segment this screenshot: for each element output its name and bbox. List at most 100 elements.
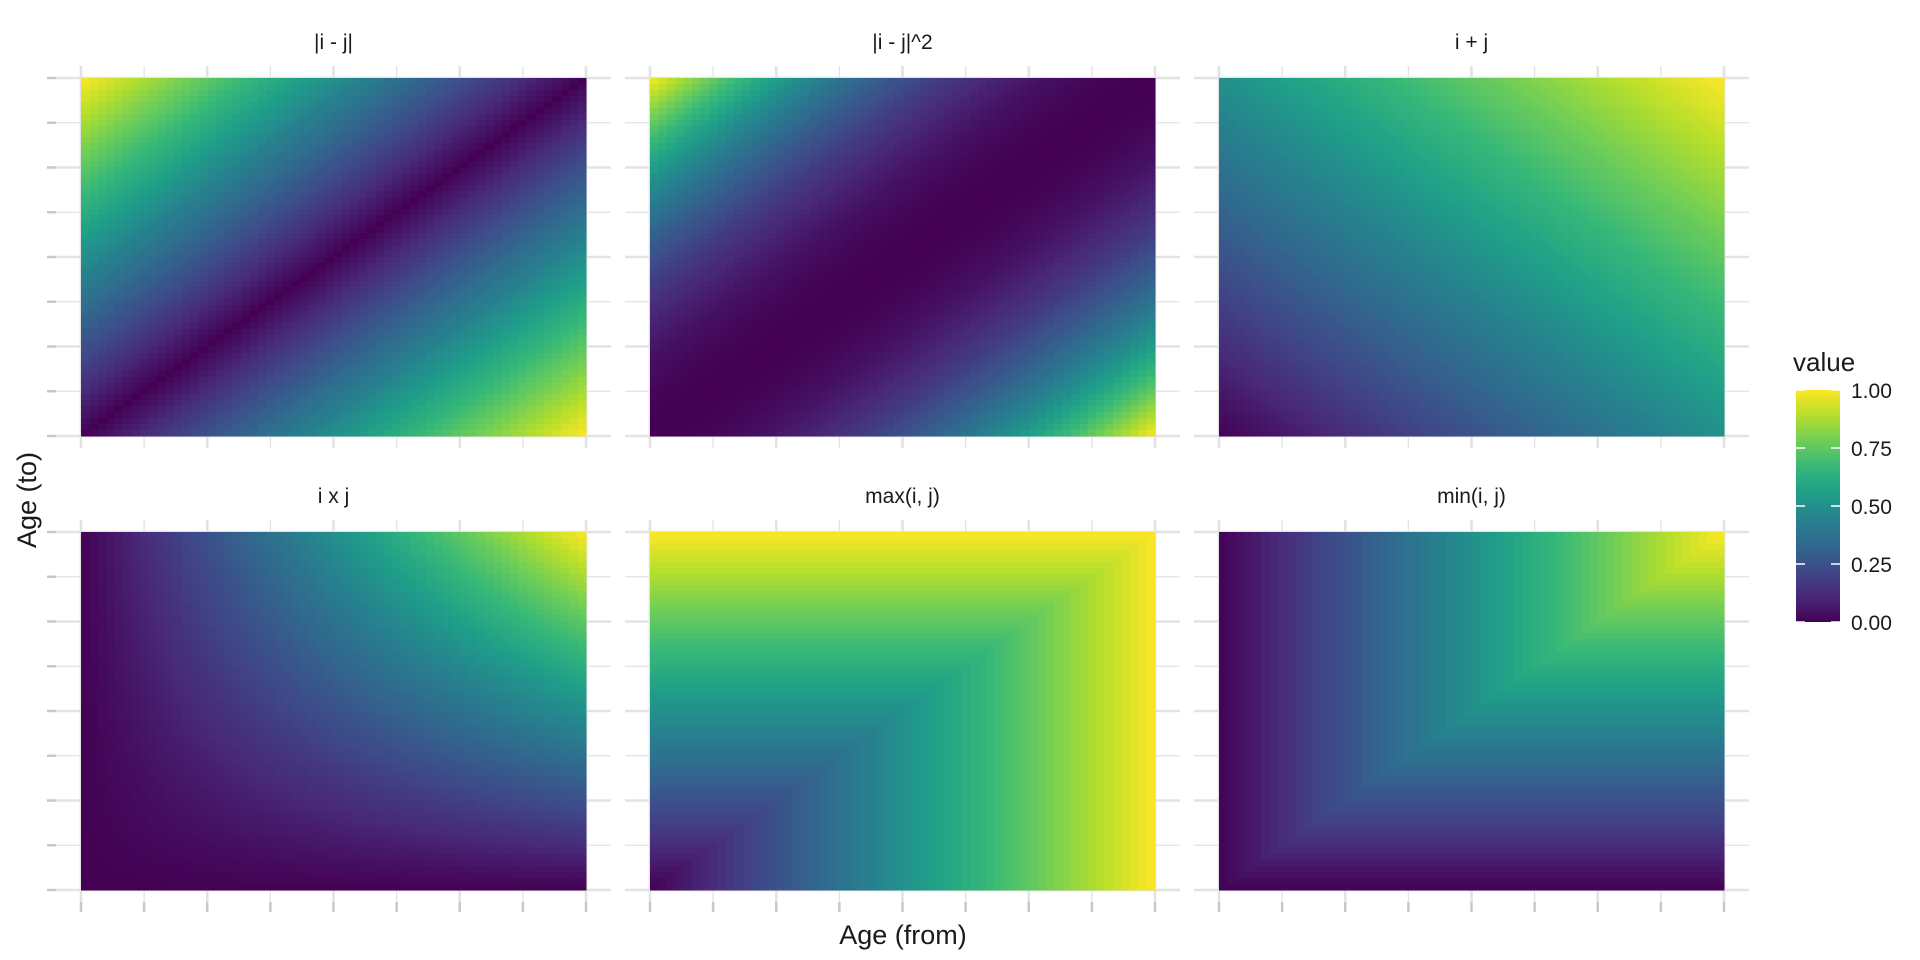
heatmap-cell	[552, 221, 561, 228]
heatmap-cell	[810, 341, 819, 348]
heatmap-cell	[443, 263, 452, 270]
heatmap-cell	[510, 341, 519, 348]
heatmap-cell	[165, 78, 174, 85]
heatmap-cell	[650, 108, 659, 115]
heatmap-cell	[258, 358, 267, 365]
heatmap-cell	[768, 418, 777, 425]
heatmap-cell	[536, 179, 545, 186]
heatmap-cell	[283, 358, 292, 365]
heatmap-cell	[291, 239, 300, 246]
heatmap-cell	[502, 287, 511, 294]
heatmap-cell	[460, 162, 469, 169]
heatmap-cell	[658, 233, 667, 240]
heatmap-cell	[182, 347, 191, 354]
heatmap-cell	[98, 418, 107, 425]
heatmap-cell	[291, 185, 300, 192]
heatmap-cell	[81, 197, 90, 204]
heatmap-cell	[115, 245, 124, 252]
heatmap-cell	[266, 215, 275, 222]
heatmap-cell	[401, 287, 410, 294]
heatmap-cell	[342, 430, 351, 437]
heatmap-cell	[578, 221, 587, 228]
heatmap-cell	[148, 299, 157, 306]
heatmap-cell	[308, 245, 317, 252]
heatmap-cell	[793, 341, 802, 348]
heatmap-cell	[692, 311, 701, 318]
heatmap-cell	[759, 144, 768, 151]
heatmap-cell	[199, 311, 208, 318]
heatmap-cell	[350, 191, 359, 198]
heatmap-cell	[199, 78, 208, 85]
heatmap-cell	[283, 275, 292, 282]
heatmap-cell	[376, 126, 385, 133]
heatmap-cell	[409, 275, 418, 282]
heatmap-cell	[701, 424, 710, 431]
heatmap-cell	[376, 114, 385, 121]
heatmap-cell	[776, 329, 785, 336]
heatmap-cell	[510, 84, 519, 91]
heatmap-cell	[717, 370, 726, 377]
heatmap-cell	[561, 203, 570, 210]
heatmap-cell	[317, 108, 326, 115]
heatmap-cell	[266, 114, 275, 121]
heatmap-cell	[544, 376, 553, 383]
heatmap-cell	[578, 275, 587, 282]
heatmap-cell	[401, 305, 410, 312]
heatmap-cell	[148, 293, 157, 300]
heatmap-cell	[115, 227, 124, 234]
heatmap-cell	[98, 173, 107, 180]
heatmap-cell	[384, 347, 393, 354]
heatmap-cell	[367, 156, 376, 163]
heatmap-cell	[334, 287, 343, 294]
heatmap-cell	[717, 114, 726, 121]
heatmap-cell	[477, 78, 486, 85]
heatmap-cell	[502, 412, 511, 419]
heatmap-cell	[283, 370, 292, 377]
heatmap-cell	[561, 358, 570, 365]
heatmap-cell	[751, 335, 760, 342]
heatmap-cell	[115, 168, 124, 175]
heatmap-cell	[376, 90, 385, 97]
heatmap-cell	[123, 156, 132, 163]
heatmap-cell	[684, 197, 693, 204]
heatmap-cell	[132, 179, 141, 186]
heatmap-cell	[493, 162, 502, 169]
heatmap-cell	[658, 150, 667, 157]
heatmap-cell	[132, 347, 141, 354]
heatmap-cell	[148, 382, 157, 389]
heatmap-cell	[266, 173, 275, 180]
heatmap-cell	[684, 227, 693, 234]
heatmap-cell	[759, 305, 768, 312]
heatmap-cell	[174, 150, 183, 157]
heatmap-cell	[418, 358, 427, 365]
heatmap-cell	[468, 197, 477, 204]
heatmap-cell	[317, 179, 326, 186]
heatmap-cell	[544, 132, 553, 139]
heatmap-cell	[308, 364, 317, 371]
heatmap-cell	[392, 281, 401, 288]
heatmap-cell	[207, 191, 216, 198]
heatmap-cell	[701, 150, 710, 157]
heatmap-cell	[468, 406, 477, 413]
heatmap-cell	[460, 418, 469, 425]
heatmap-cell	[392, 215, 401, 222]
heatmap-cell	[793, 352, 802, 359]
heatmap-cell	[802, 382, 811, 389]
heatmap-cell	[174, 215, 183, 222]
heatmap-cell	[334, 84, 343, 91]
heatmap-cell	[802, 388, 811, 395]
heatmap-cell	[140, 203, 149, 210]
heatmap-cell	[123, 412, 132, 419]
heatmap-cell	[123, 132, 132, 139]
heatmap-cell	[709, 227, 718, 234]
heatmap-cell	[384, 156, 393, 163]
heatmap-cell	[717, 263, 726, 270]
heatmap-cell	[325, 352, 334, 359]
heatmap-cell	[249, 114, 258, 121]
heatmap-cell	[561, 156, 570, 163]
heatmap-cell	[182, 245, 191, 252]
heatmap-cell	[275, 341, 284, 348]
heatmap-cell	[675, 335, 684, 342]
heatmap-cell	[325, 299, 334, 306]
heatmap-cell	[561, 150, 570, 157]
